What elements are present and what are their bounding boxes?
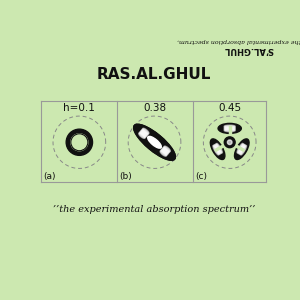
Ellipse shape: [134, 124, 176, 160]
Ellipse shape: [240, 145, 246, 154]
Text: 0.38: 0.38: [143, 103, 166, 113]
Text: 0.45: 0.45: [218, 103, 241, 113]
Text: (c): (c): [195, 172, 207, 181]
Text: ’’the experimental absorption spectrum’’: ’’the experimental absorption spectrum’’: [52, 205, 255, 214]
Text: S’AL.GHUL: S’AL.GHUL: [224, 45, 273, 54]
Text: (a): (a): [44, 172, 56, 181]
Ellipse shape: [160, 151, 166, 156]
Ellipse shape: [238, 144, 244, 154]
Ellipse shape: [210, 139, 225, 160]
Ellipse shape: [217, 143, 222, 153]
Ellipse shape: [238, 144, 244, 153]
Ellipse shape: [214, 145, 219, 154]
Ellipse shape: [224, 127, 235, 129]
Text: h=0.1: h=0.1: [63, 103, 95, 113]
Text: RAS.AL.GHUL: RAS.AL.GHUL: [97, 67, 211, 82]
Ellipse shape: [224, 128, 235, 131]
Ellipse shape: [164, 146, 170, 152]
Ellipse shape: [141, 131, 147, 136]
Ellipse shape: [224, 129, 235, 132]
Ellipse shape: [224, 128, 235, 130]
Circle shape: [227, 140, 232, 145]
Ellipse shape: [239, 145, 245, 154]
Ellipse shape: [140, 132, 146, 138]
Ellipse shape: [139, 133, 145, 138]
Ellipse shape: [224, 126, 235, 128]
Ellipse shape: [214, 145, 220, 154]
Ellipse shape: [161, 149, 168, 154]
Ellipse shape: [140, 131, 146, 137]
Ellipse shape: [216, 144, 222, 153]
Ellipse shape: [148, 136, 161, 148]
Ellipse shape: [161, 150, 167, 155]
Ellipse shape: [218, 123, 241, 134]
Ellipse shape: [143, 128, 149, 134]
Text: (b): (b): [120, 172, 132, 181]
Ellipse shape: [235, 139, 249, 160]
Text: the experimental absorption spectrum,: the experimental absorption spectrum,: [177, 38, 300, 43]
Ellipse shape: [164, 147, 169, 152]
Ellipse shape: [142, 129, 148, 134]
Ellipse shape: [141, 130, 148, 135]
Circle shape: [224, 137, 235, 148]
Ellipse shape: [215, 144, 221, 154]
Ellipse shape: [213, 146, 219, 155]
Ellipse shape: [224, 125, 235, 128]
Circle shape: [71, 134, 88, 151]
Ellipse shape: [241, 146, 247, 155]
Circle shape: [66, 129, 92, 155]
Ellipse shape: [163, 148, 169, 153]
Ellipse shape: [162, 148, 168, 154]
Ellipse shape: [237, 143, 243, 153]
